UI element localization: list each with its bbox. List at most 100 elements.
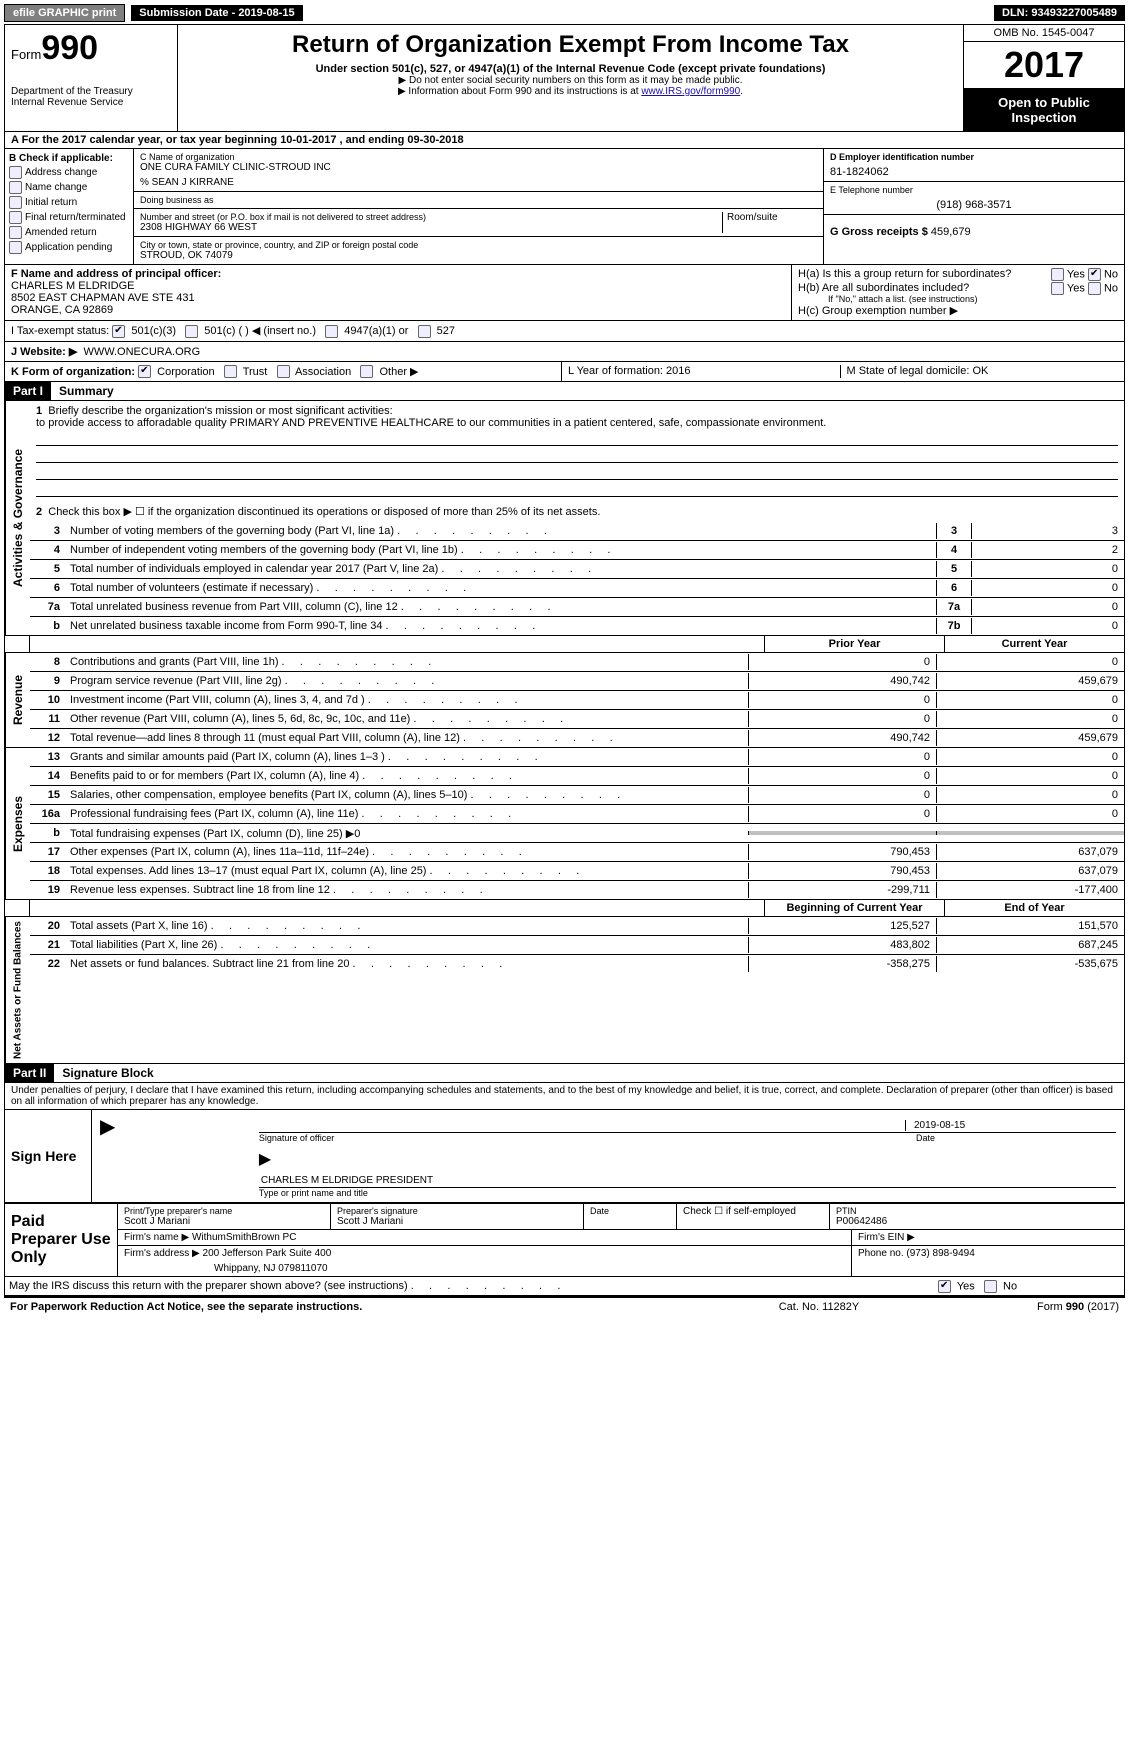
cb-application-pending[interactable]: Application pending [9,241,129,254]
discuss-no-cb[interactable] [984,1280,997,1293]
cb-527[interactable] [418,325,431,338]
discuss-no: No [1003,1280,1017,1292]
officer-label: F Name and address of principal officer: [11,268,221,280]
phone-label: E Telephone number [830,185,1118,195]
ha-yes[interactable]: Yes [1067,268,1085,280]
hb-no[interactable]: No [1104,282,1118,294]
line-text: Total number of individuals employed in … [66,561,936,577]
note-ssn: ▶ Do not enter social security numbers o… [188,75,953,86]
website-label: J Website: ▶ [11,346,77,358]
phone-value: (918) 968-3571 [830,199,1118,211]
cb-501c3[interactable] [112,325,125,338]
paperwork-notice: For Paperwork Reduction Act Notice, see … [10,1301,719,1313]
hc-label: H(c) Group exemption number ▶ [798,304,1118,317]
ptin-label: PTIN [836,1206,1118,1216]
cb-final-return[interactable]: Final return/terminated [9,211,129,224]
firm-phone: (973) 898-9494 [906,1248,974,1259]
line-prior: 490,742 [748,730,936,746]
line-current: 459,679 [936,673,1124,689]
line-num: 21 [30,937,66,953]
prep-sig-label: Preparer's signature [337,1206,577,1216]
discuss-yes: Yes [957,1280,975,1292]
firm-phone-label: Phone no. [858,1248,904,1259]
date-label: Date [916,1133,1116,1143]
line-num: 14 [30,768,66,784]
cb-address-change[interactable]: Address change [9,166,129,179]
line-value: 0 [971,599,1124,615]
efile-button[interactable]: efile GRAPHIC print [4,4,125,22]
line-value: 0 [971,580,1124,596]
line-num: b [30,618,66,634]
line-prior [748,831,936,835]
line-value: 2 [971,542,1124,558]
cb-other[interactable] [360,365,373,378]
irs-link[interactable]: www.IRS.gov/form990 [641,86,740,97]
cb-name-change[interactable]: Name change [9,181,129,194]
line-prior: 790,453 [748,844,936,860]
line-box: 4 [936,542,971,558]
opt-other: Other ▶ [379,366,418,378]
tax-year: 2017 [964,42,1124,89]
dln-label: DLN: 93493227005489 [994,5,1125,21]
ha-no[interactable]: No [1104,268,1118,280]
cb-4947[interactable] [325,325,338,338]
form-label: Form [11,47,41,62]
line-text: Contributions and grants (Part VIII, lin… [66,654,748,670]
line-num: 8 [30,654,66,670]
q1-label: Briefly describe the organization's miss… [48,405,392,417]
line-num: 9 [30,673,66,689]
hb-yes[interactable]: Yes [1067,282,1085,294]
dba-label: Doing business as [140,195,817,205]
line-box: 3 [936,523,971,539]
line-text: Program service revenue (Part VIII, line… [66,673,748,689]
line-current: 0 [936,768,1124,784]
line-box: 7b [936,618,971,634]
line-num: 17 [30,844,66,860]
line-num: 19 [30,882,66,898]
col-current-year: Current Year [944,636,1124,652]
line-prior: 0 [748,749,936,765]
line-box: 6 [936,580,971,596]
line-box: 7a [936,599,971,615]
gross-receipts-label: G Gross receipts $ [830,226,928,238]
cb-assoc[interactable] [277,365,290,378]
line-text: Investment income (Part VIII, column (A)… [66,692,748,708]
line-text: Total unrelated business revenue from Pa… [66,599,936,615]
cb-501c[interactable] [185,325,198,338]
line-prior: 0 [748,806,936,822]
side-governance: Activities & Governance [5,401,30,635]
line-prior: 790,453 [748,863,936,879]
cb-amended-return[interactable]: Amended return [9,226,129,239]
row-a-period: A For the 2017 calendar year, or tax yea… [5,132,1124,149]
line-num: 22 [30,956,66,972]
ein-value: 81-1824062 [830,166,1118,178]
side-netassets: Net Assets or Fund Balances [5,917,30,1063]
col-prior-year: Prior Year [764,636,944,652]
line-num: 6 [30,580,66,596]
line-prior: 483,802 [748,937,936,953]
opt-trust: Trust [243,366,268,378]
line-num: 16a [30,806,66,822]
cb-initial-return[interactable]: Initial return [9,196,129,209]
discuss-yes-cb[interactable] [938,1280,951,1293]
note-info: ▶ Information about Form 990 and its ins… [398,86,641,97]
line-current: 637,079 [936,844,1124,860]
firm-name-label: Firm's name ▶ [124,1232,189,1243]
cb-corp[interactable] [138,365,151,378]
line-prior: 0 [748,654,936,670]
part1-title: Summary [51,382,122,400]
side-revenue: Revenue [5,653,30,747]
line-text: Number of independent voting members of … [66,542,936,558]
self-employed-check[interactable]: Check ☐ if self-employed [677,1204,830,1229]
cb-trust[interactable] [224,365,237,378]
line-prior: 0 [748,787,936,803]
q2-num: 2 [36,506,42,518]
prep-date-label: Date [590,1206,670,1216]
q2-text: Check this box ▶ ☐ if the organization d… [48,506,600,518]
form-title: Return of Organization Exempt From Incom… [188,31,953,59]
line-num: 7a [30,599,66,615]
street-value: 2308 HIGHWAY 66 WEST [140,222,722,233]
cat-no: Cat. No. 11282Y [719,1301,919,1313]
section-b-heading: B Check if applicable: [9,153,129,164]
ha-label: H(a) Is this a group return for subordin… [798,268,1011,280]
